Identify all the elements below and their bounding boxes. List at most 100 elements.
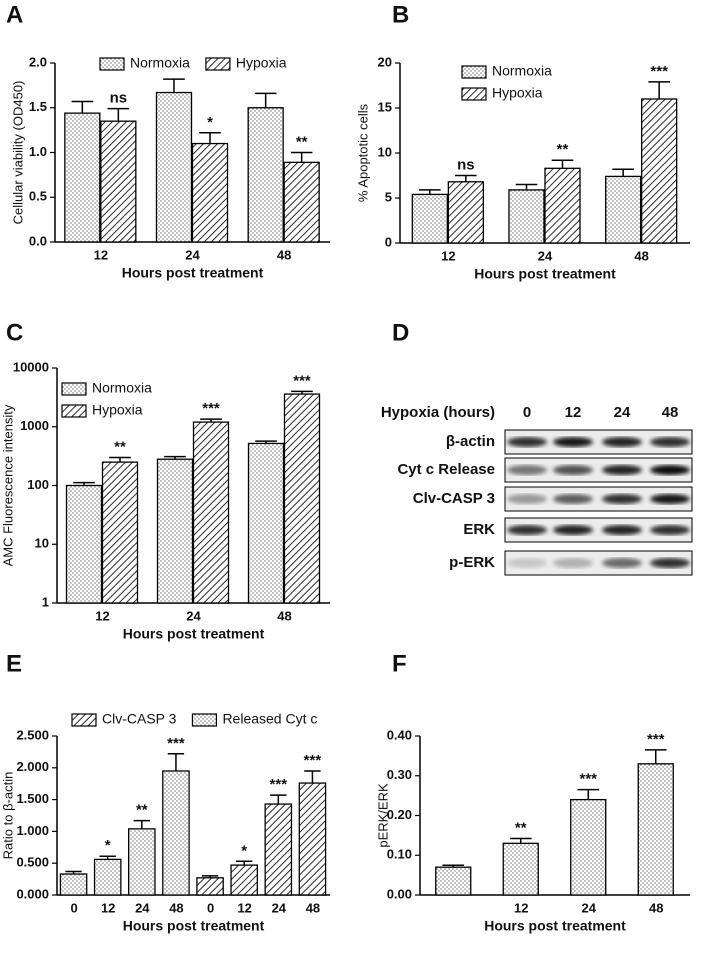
bar <box>247 442 285 604</box>
blot-band <box>650 437 690 447</box>
panel-letter: B <box>392 1 409 28</box>
significance-label: ** <box>296 133 308 150</box>
error-bar <box>201 875 219 878</box>
y-tick-label: 10 <box>35 536 49 551</box>
significance-label: *** <box>304 752 322 769</box>
blot-band <box>650 525 690 535</box>
blot-band <box>650 558 690 568</box>
y-tick-label: 1.500 <box>16 791 49 806</box>
x-tick-label: 24 <box>135 900 150 915</box>
blot-band <box>507 437 547 447</box>
blot-header: Hypoxia (hours) <box>381 404 495 421</box>
legend-label: Hypoxia <box>92 402 143 418</box>
y-tick-label: 1000 <box>20 418 49 433</box>
y-tick-label: 0.500 <box>16 855 49 870</box>
legend-swatch <box>461 65 487 79</box>
error-bar <box>612 168 634 177</box>
error-bar <box>163 78 185 93</box>
error-bar <box>455 174 477 182</box>
y-tick-label: 100 <box>27 477 49 492</box>
legend-swatch <box>61 382 87 396</box>
x-tick-label: 48 <box>634 248 648 263</box>
x-tick-label: 24 <box>582 900 597 915</box>
legend-swatch <box>205 57 231 71</box>
bar <box>162 770 190 896</box>
bar <box>65 484 103 604</box>
legend-label: Hypoxia <box>236 55 287 71</box>
bar <box>508 189 545 244</box>
x-tick-label: 24 <box>185 247 200 262</box>
x-tick-label: 24 <box>272 900 287 915</box>
significance-label: *** <box>579 771 597 788</box>
bar <box>641 98 678 244</box>
y-axis-label: AMC Fluorescence intensity <box>0 404 15 566</box>
significance-label: * <box>207 114 213 131</box>
error-bar <box>109 456 131 463</box>
y-tick-label: 0.00 <box>387 886 412 901</box>
bar <box>64 112 101 243</box>
blot-band <box>507 525 547 535</box>
blot-band <box>507 558 547 568</box>
y-tick-label: 0.0 <box>29 233 47 248</box>
y-tick-label: 0.20 <box>387 807 412 822</box>
legend-swatch <box>461 87 487 101</box>
y-tick-label: 15 <box>378 99 392 114</box>
row-label: Cyt c Release <box>397 461 495 478</box>
lane-label: 0 <box>523 404 531 421</box>
error-bar <box>65 870 82 875</box>
y-tick-label: 2.500 <box>16 727 49 742</box>
y-tick-label: 0 <box>385 234 392 249</box>
legend-swatch <box>71 713 97 727</box>
significance-label: *** <box>650 63 668 80</box>
bar <box>502 842 539 896</box>
significance-label: ns <box>110 90 128 107</box>
y-axis-label: Cellular viability (OD450) <box>10 81 25 225</box>
x-tick-label: 24 <box>186 608 201 623</box>
y-tick-label: 0.10 <box>387 847 412 862</box>
error-bar <box>304 770 321 784</box>
panel-letter: E <box>6 650 22 677</box>
error-bar <box>509 837 532 844</box>
legend-label: Normoxia <box>492 63 552 79</box>
y-tick-label: 20 <box>378 54 392 69</box>
bar <box>447 181 484 244</box>
panel-letter: A <box>6 1 23 28</box>
bar <box>93 858 122 896</box>
bar <box>298 782 327 896</box>
x-tick-label: 48 <box>277 608 291 623</box>
row-label: β-actin <box>446 433 495 450</box>
error-bar <box>99 855 116 860</box>
bar <box>155 91 193 243</box>
significance-label: *** <box>202 400 220 417</box>
y-axis-label: % Apoptotic cells <box>355 103 370 202</box>
blot-band <box>650 494 690 504</box>
blot-band <box>507 494 547 504</box>
y-tick-label: 1.0 <box>29 144 47 159</box>
panel-letter: D <box>392 319 409 346</box>
legend-label: Normoxia <box>92 380 152 396</box>
lane-label: 48 <box>662 404 679 421</box>
significance-label: * <box>105 837 111 854</box>
error-bar <box>107 107 130 122</box>
row-label: ERK <box>463 521 495 538</box>
blot-band <box>553 525 593 535</box>
y-axis-label: Ratio to β-actin <box>0 772 15 860</box>
significance-label: ns <box>457 156 475 173</box>
blot-band <box>553 465 593 475</box>
blot-band <box>602 525 642 535</box>
error-bar <box>200 418 222 423</box>
legend-label: Normoxia <box>130 55 190 71</box>
y-tick-label: 5 <box>385 189 392 204</box>
error-bar <box>270 794 287 805</box>
error-bar <box>71 100 94 114</box>
error-bar <box>515 183 538 190</box>
significance-label: *** <box>167 735 185 752</box>
error-bar <box>577 788 600 800</box>
legend-swatch <box>61 404 87 418</box>
bar <box>192 421 230 604</box>
x-tick-label: 12 <box>514 900 528 915</box>
blot-band <box>602 558 642 568</box>
panel-letter: F <box>392 650 407 677</box>
error-bar <box>167 753 185 771</box>
lane-label: 24 <box>614 404 631 421</box>
